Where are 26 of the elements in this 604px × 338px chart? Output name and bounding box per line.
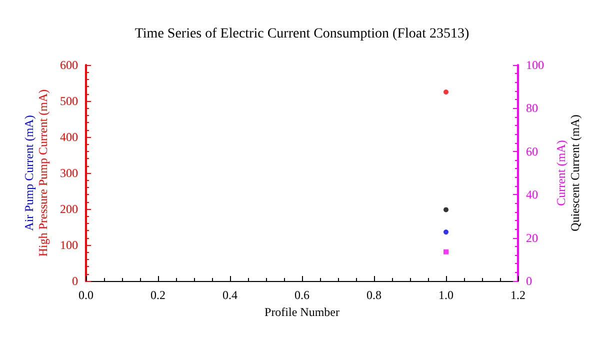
x-axis-title: Profile Number [264,304,340,319]
text: Quiescent Current (mA) [568,114,582,232]
y-tick-label: 400 [60,130,78,144]
text: Air Pump Current (mA) [22,115,36,231]
y-tick-label: 200 [60,202,78,216]
y-tick-label: 0 [72,274,78,288]
x-tick-label: 0.2 [150,288,166,302]
y-tick-label: 100 [60,238,78,252]
y-tick-label: 300 [60,166,78,180]
x-tick-label: 0.6 [294,288,310,302]
x-tick-label: 0.0 [78,288,94,302]
y-tick-label: 500 [60,94,78,108]
y2-tick-label: 100 [526,58,544,72]
x-tick-label: 1.2 [510,288,526,302]
y2-tick-label: 0 [526,274,532,288]
text: Current (mA) [554,140,568,206]
chart-title: Time Series of Electric Current Consumption (Float 23513) [134,26,470,42]
x-tick-label: 0.8 [366,288,382,302]
y2-tick-label: 40 [526,188,538,202]
x-tick-label: 0.4 [222,288,238,302]
y2-tick-label: 60 [526,144,538,158]
text: High Pressure Pump Current (mA) [36,89,50,257]
y-tick-label: 600 [60,58,78,72]
x-tick-label: 1.0 [438,288,454,302]
y2-tick-label: 80 [526,101,538,116]
y2-tick-label: 20 [526,230,538,245]
